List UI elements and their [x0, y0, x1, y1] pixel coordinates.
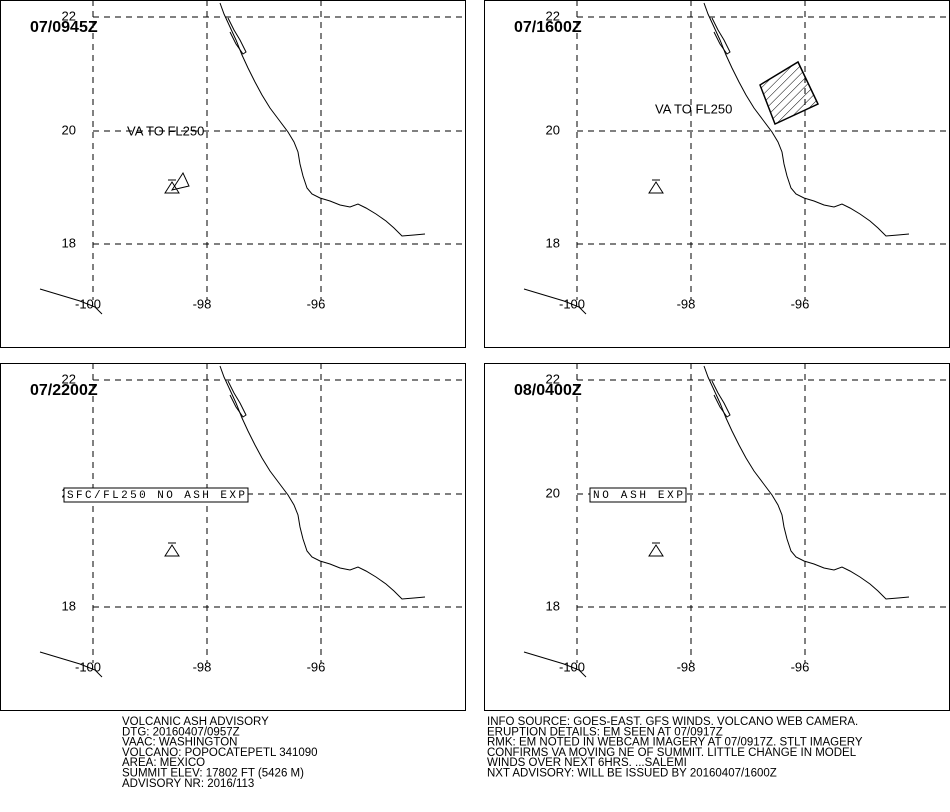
- panel-frame: [484, 363, 950, 711]
- lat-label: 20: [546, 485, 560, 500]
- panel-frame: [0, 363, 466, 711]
- coastline-south: [523, 651, 587, 678]
- lon-label: -98: [193, 659, 212, 674]
- lat-label: 22: [62, 8, 76, 23]
- volcano-symbol: [164, 179, 180, 194]
- coast-detail: [227, 380, 247, 418]
- coastline-south: [39, 651, 103, 678]
- lat-label: 18: [62, 598, 76, 613]
- map-panel: 22 20 18 -100 -98 -96 07/1600Z VA TO FL250: [484, 0, 950, 348]
- advisory-line: VAAC: WASHINGTON: [122, 737, 237, 749]
- label-box: [589, 487, 687, 503]
- coast-detail: [711, 17, 731, 55]
- coastline: [703, 2, 910, 237]
- lat-label: 18: [546, 598, 560, 613]
- lon-label: -98: [677, 296, 696, 311]
- lon-label: -96: [791, 296, 810, 311]
- advisory-line: ERUPTION DETAILS: EM SEEN AT 07/0917Z: [487, 726, 723, 738]
- coastline-south: [39, 288, 103, 315]
- panel-frame: [484, 0, 950, 348]
- advisory-line: SUMMIT ELEV: 17802 FT (5426 M): [122, 768, 304, 780]
- map-panel: 22 20 18 -100 -98 -96 07/0945Z VA TO FL250: [0, 0, 466, 348]
- advisory-line: AREA: MEXICO: [122, 757, 205, 769]
- lat-label: 18: [546, 235, 560, 250]
- coastline: [219, 365, 426, 600]
- lat-label: 22: [546, 371, 560, 386]
- advisory-line: INFO SOURCE: GOES-EAST. GFS WINDS. VOLCA…: [487, 716, 858, 728]
- coastline-south: [523, 288, 587, 315]
- lon-label: -96: [307, 296, 326, 311]
- ash-label: VA TO FL250: [655, 101, 732, 116]
- lat-label: 18: [62, 235, 76, 250]
- valid-time: 07/2200Z: [30, 382, 98, 399]
- lat-label: 20: [546, 122, 560, 137]
- ash-label: VA TO FL250: [127, 123, 204, 138]
- advisory-line: CONFIRMS VA MOVING NE OF SUMMIT. LITTLE …: [487, 747, 857, 759]
- advisory-line: VOLCANIC ASH ADVISORY: [122, 716, 269, 728]
- valid-time: 07/0945Z: [30, 19, 98, 36]
- panel-frame: [0, 0, 466, 348]
- lat-label: 22: [546, 8, 560, 23]
- lon-label: -96: [307, 659, 326, 674]
- lat-label: 22: [62, 371, 76, 386]
- lon-label: -100: [559, 659, 585, 674]
- advisory-line: VOLCANO: POPOCATEPETL 341090: [122, 747, 318, 759]
- advisory-line: WINDS OVER NEXT 6HRS. ...SALEMI: [487, 757, 687, 769]
- lon-label: -98: [677, 659, 696, 674]
- lon-label: -98: [193, 296, 212, 311]
- coast-detail: [711, 380, 731, 418]
- valid-time: 07/1600Z: [514, 19, 582, 36]
- advisory-line: RMK: EM NOTED IN WEBCAM IMAGERY AT 07/09…: [487, 737, 863, 749]
- lon-label: -100: [75, 296, 101, 311]
- coastline: [219, 2, 426, 237]
- volcano-symbol: [164, 542, 180, 557]
- lon-label: -96: [791, 659, 810, 674]
- lon-label: -100: [559, 296, 585, 311]
- ash-area: [759, 60, 820, 126]
- advisory-line: NXT ADVISORY: WILL BE ISSUED BY 20160407…: [487, 768, 777, 780]
- advisory-line: ADVISORY NR: 2016/113: [122, 778, 254, 790]
- volcano-symbol: [648, 542, 664, 557]
- coastline: [703, 365, 910, 600]
- volcano-symbol: [648, 179, 664, 194]
- valid-time: 08/0400Z: [514, 382, 582, 399]
- coast-detail: [227, 17, 247, 55]
- label-box: [63, 487, 249, 503]
- lon-label: -100: [75, 659, 101, 674]
- lat-label: 20: [62, 122, 76, 137]
- ash-area: [170, 171, 190, 191]
- advisory-line: DTG: 20160407/0957Z: [122, 726, 240, 738]
